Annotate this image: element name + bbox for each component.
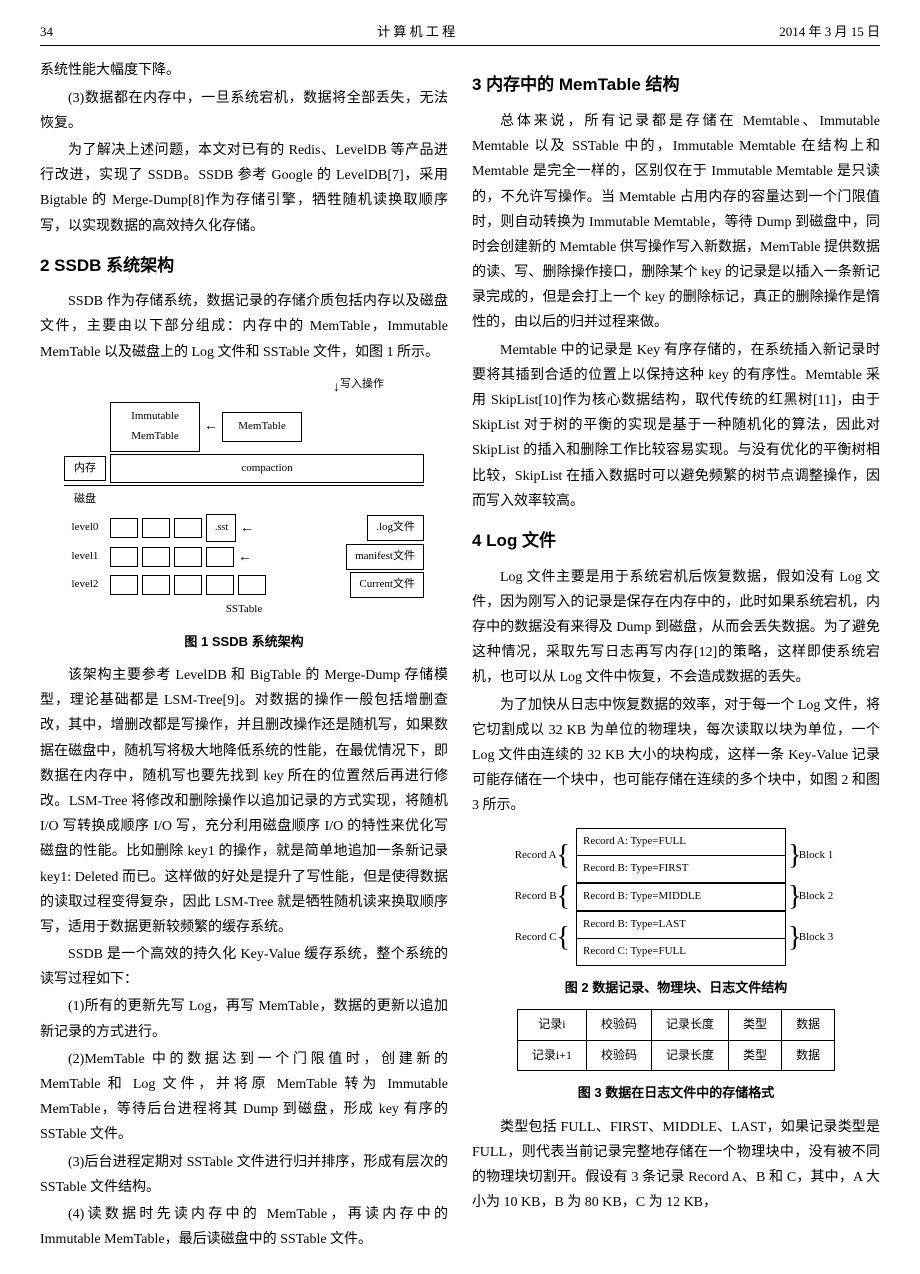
para: Memtable 中的记录是 Key 有序存储的，在系统插入新记录时要将其插到合… bbox=[472, 338, 880, 514]
sst-box bbox=[238, 575, 266, 595]
para: 为了解决上述问题，本文对已有的 Redis、LevelDB 等产品进行改进，实现… bbox=[40, 138, 448, 239]
two-column-layout: 系统性能大幅度下降。 (3)数据都在内存中，一旦系统宕机，数据将全部丢失，无法恢… bbox=[40, 58, 880, 1254]
figure-2: Record A{ Record A: Type=FULL Record B: … bbox=[506, 828, 846, 965]
box-memtable: MemTable bbox=[222, 412, 302, 442]
figure-3-caption: 图 3 数据在日志文件中的存储格式 bbox=[472, 1081, 880, 1104]
label-level2: level2 bbox=[64, 573, 106, 597]
table-row: 记录i 校验码 记录长度 类型 数据 bbox=[517, 1010, 834, 1041]
para: Log 文件主要是用于系统宕机后恢复数据，假如没有 Log 文件，因为刚写入的记… bbox=[472, 565, 880, 691]
page-number: 34 bbox=[40, 20, 53, 43]
label-block-2: Block 2 bbox=[799, 887, 834, 907]
label-disk: 磁盘 bbox=[64, 488, 106, 512]
arrow-icon: ← bbox=[238, 545, 252, 570]
right-column: 3 内存中的 MemTable 结构 总体来说，所有记录都是存储在 Memtab… bbox=[472, 58, 880, 1254]
cell: 校验码 bbox=[587, 1040, 652, 1071]
figure-3-table: 记录i 校验码 记录长度 类型 数据 记录i+1 校验码 记录长度 类型 数据 bbox=[517, 1009, 835, 1071]
para: 该架构主要参考 LevelDB 和 BigTable 的 Merge-Dump … bbox=[40, 663, 448, 940]
sst-box bbox=[206, 575, 234, 595]
cell: Record B: Type=LAST bbox=[577, 912, 785, 939]
cell: 校验码 bbox=[587, 1010, 652, 1041]
label-level0: level0 bbox=[64, 516, 106, 540]
box-manifest: manifest文件 bbox=[346, 544, 424, 570]
label-sst: .sst bbox=[206, 514, 236, 542]
section-heading-3: 3 内存中的 MemTable 结构 bbox=[472, 70, 880, 101]
label-sstable: SSTable bbox=[64, 600, 424, 620]
box-immutable: Immutable MemTable bbox=[110, 402, 200, 452]
figure-2-caption: 图 2 数据记录、物理块、日志文件结构 bbox=[472, 976, 880, 999]
box-log: .log文件 bbox=[367, 515, 424, 541]
label: 写入操作 bbox=[340, 375, 384, 400]
sst-box bbox=[142, 518, 170, 538]
sst-box bbox=[174, 518, 202, 538]
label-block-1: Block 1 bbox=[799, 846, 834, 866]
label-record-c: Record C bbox=[515, 928, 557, 948]
arrow-down-icon bbox=[333, 375, 340, 400]
cell: 记录i+1 bbox=[517, 1040, 586, 1071]
sst-box bbox=[110, 518, 138, 538]
para: SSDB 是一个高效的持久化 Key-Value 缓存系统，整个系统的读写过程如… bbox=[40, 942, 448, 992]
cell: Record A: Type=FULL bbox=[577, 829, 785, 856]
arrow-icon: ← bbox=[240, 516, 254, 541]
cell: 记录长度 bbox=[652, 1010, 729, 1041]
figure-1-caption: 图 1 SSDB 系统架构 bbox=[40, 630, 448, 653]
cell: 数据 bbox=[782, 1040, 835, 1071]
box-current: Current文件 bbox=[350, 572, 424, 598]
para: (2)MemTable 中的数据达到一个门限值时，创建新的 MemTable 和… bbox=[40, 1047, 448, 1148]
sst-box bbox=[174, 575, 202, 595]
label-memory: 内存 bbox=[64, 456, 106, 482]
left-column: 系统性能大幅度下降。 (3)数据都在内存中，一旦系统宕机，数据将全部丢失，无法恢… bbox=[40, 58, 448, 1254]
para: (3)数据都在内存中，一旦系统宕机，数据将全部丢失，无法恢复。 bbox=[40, 86, 448, 136]
para: (1)所有的更新先写 Log，再写 MemTable，数据的更新以追加新记录的方… bbox=[40, 994, 448, 1044]
label-level1: level1 bbox=[64, 545, 106, 569]
sst-box bbox=[110, 547, 138, 567]
sst-box bbox=[174, 547, 202, 567]
journal-title: 计 算 机 工 程 bbox=[377, 20, 455, 43]
cell: Record B: Type=FIRST bbox=[577, 856, 785, 882]
cell: 数据 bbox=[782, 1010, 835, 1041]
cell: 记录i bbox=[517, 1010, 586, 1041]
table-row: 记录i+1 校验码 记录长度 类型 数据 bbox=[517, 1040, 834, 1071]
arrow-left-icon: ← bbox=[204, 414, 218, 439]
cell: 类型 bbox=[729, 1010, 782, 1041]
box-compaction: compaction bbox=[110, 454, 424, 484]
label-record-b: Record B bbox=[515, 887, 557, 907]
sst-box bbox=[142, 575, 170, 595]
section-heading-4: 4 Log 文件 bbox=[472, 526, 880, 557]
label-block-3: Block 3 bbox=[799, 928, 834, 948]
para: 为了加快从日志中恢复数据的效率，对于每一个 Log 文件，将它切割成以 32 K… bbox=[472, 693, 880, 819]
figure-1: 写入操作 Immutable MemTable ← MemTable 内存 co… bbox=[64, 375, 424, 620]
para: 总体来说，所有记录都是存储在 Memtable、Immutable Memtab… bbox=[472, 109, 880, 336]
cell: Record B: Type=MIDDLE bbox=[577, 884, 785, 910]
cell: 记录长度 bbox=[652, 1040, 729, 1071]
sst-box bbox=[206, 547, 234, 567]
para: SSDB 作为存储系统，数据记录的存储介质包括内存以及磁盘文件，主要由以下部分组… bbox=[40, 289, 448, 365]
cell: Record C: Type=FULL bbox=[577, 939, 785, 965]
page-header: 34 计 算 机 工 程 2014 年 3 月 15 日 bbox=[40, 20, 880, 46]
para: 系统性能大幅度下降。 bbox=[40, 58, 448, 83]
para: (4)读数据时先读内存中的 MemTable，再读内存中的 Immutable … bbox=[40, 1202, 448, 1252]
para: (3)后台进程定期对 SSTable 文件进行归并排序，形成有层次的 SSTab… bbox=[40, 1150, 448, 1200]
sst-box bbox=[110, 575, 138, 595]
page-date: 2014 年 3 月 15 日 bbox=[779, 20, 880, 43]
sst-box bbox=[142, 547, 170, 567]
section-heading-2: 2 SSDB 系统架构 bbox=[40, 251, 448, 282]
para: 类型包括 FULL、FIRST、MIDDLE、LAST，如果记录类型是 FULL… bbox=[472, 1115, 880, 1216]
label-record-a: Record A bbox=[515, 846, 557, 866]
cell: 类型 bbox=[729, 1040, 782, 1071]
